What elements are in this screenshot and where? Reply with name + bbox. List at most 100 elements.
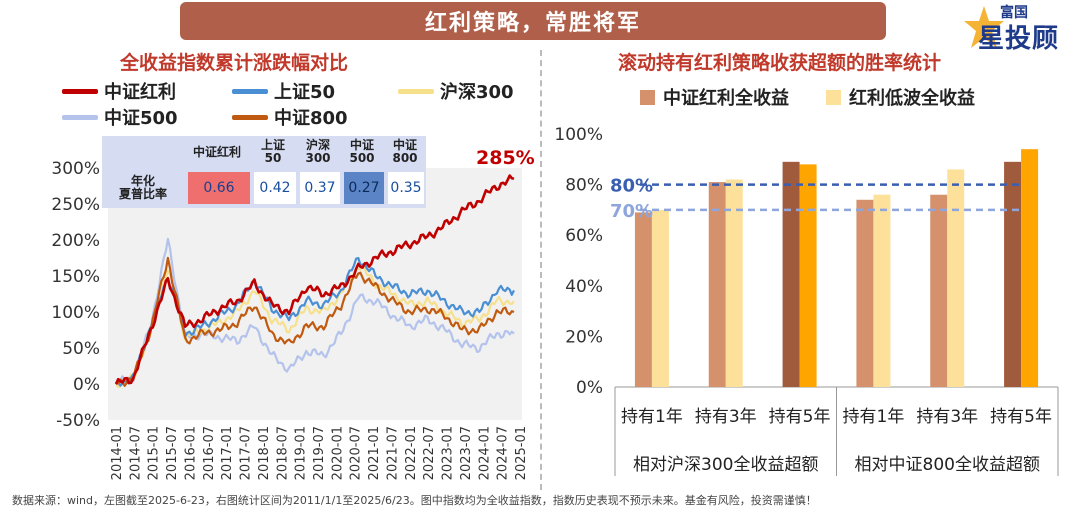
legend-swatch — [62, 114, 98, 120]
legend-label: 中证800 — [274, 108, 348, 129]
bar-category-label: 持有1年 — [621, 407, 683, 427]
y-tick-label: 250% — [51, 195, 100, 215]
legend-label: 上证50 — [274, 82, 336, 103]
bar-y-tick-label: 0% — [576, 378, 603, 398]
y-tick-label: -50% — [56, 411, 100, 431]
bar-y-tick-label: 100% — [554, 125, 603, 145]
bar-csi-dividend — [930, 194, 948, 387]
table-header-cell: 中证 800 — [392, 138, 418, 165]
x-tick-label: 2024-01 — [477, 426, 492, 480]
x-tick-label: 2014-01 — [110, 426, 125, 480]
bar-plot-area — [615, 134, 1058, 387]
series-line-0 — [114, 174, 515, 385]
bar-dividend-lowvol — [947, 169, 965, 387]
x-tick-label: 2018-07 — [275, 426, 290, 480]
bar-csi-dividend — [634, 212, 652, 387]
left-chart-title: 全收益指数累计涨跌幅对比 — [120, 52, 349, 74]
x-tick-label: 2021-07 — [385, 426, 400, 480]
series-line-4 — [115, 256, 515, 387]
x-tick-label: 2019-01 — [294, 426, 309, 480]
x-tick-label: 2022-07 — [422, 426, 437, 480]
legend-item-csi300: 沪深300 — [398, 78, 514, 104]
legend-swatch — [640, 89, 655, 105]
sharpe-ratio-table: 年化 夏普比率 中证红利 上证 50 沪深 300 中证 500 中证 800 … — [102, 136, 426, 208]
table-header-cell: 中证红利 — [192, 144, 241, 159]
bar-dividend-lowvol — [799, 164, 817, 387]
bar-dividend-lowvol — [873, 194, 891, 387]
legend-label: 中证500 — [104, 108, 178, 129]
x-tick-label: 2025-01 — [514, 426, 529, 480]
bar-group-label: 相对中证800全收益超额 — [855, 455, 1040, 475]
footnote: 数据来源：wind，左图截至2025-6-23，右图统计区间为2011/1/1至… — [12, 494, 817, 507]
y-tick-label: 100% — [51, 303, 100, 323]
table-value-cell: 0.66 — [188, 172, 250, 204]
legend-item-csi800: 中证800 — [232, 104, 348, 130]
reference-line-label: 80% — [610, 176, 653, 197]
legend-item-csi500: 中证500 — [62, 104, 178, 130]
brand-logo: 富国 星投顾 — [960, 0, 1072, 56]
legend-item-dividend-lowvol-tr: 红利低波全收益 — [826, 84, 975, 110]
x-tick-label: 2024-07 — [496, 426, 511, 480]
panel-divider — [540, 50, 542, 490]
bar-category-label: 持有1年 — [843, 407, 905, 427]
bar-group-label: 相对沪深300全收益超额 — [633, 455, 818, 475]
legend-item-sse50: 上证50 — [232, 78, 335, 104]
bar-y-tick-label: 60% — [565, 226, 603, 246]
bar-csi-dividend — [708, 182, 726, 387]
legend-swatch — [62, 88, 98, 94]
table-header-cell: 中证 500 — [349, 138, 375, 165]
x-tick-label: 2016-07 — [202, 426, 217, 480]
table-value-cell: 0.37 — [300, 172, 340, 204]
x-tick-label: 2021-01 — [367, 426, 382, 480]
bar-csi-dividend — [856, 199, 874, 387]
bar-dividend-lowvol — [725, 179, 743, 387]
x-tick-label: 2020-01 — [330, 426, 345, 480]
y-tick-label: 50% — [62, 339, 100, 359]
x-tick-label: 2023-07 — [459, 426, 474, 480]
legend-label: 中证红利全收益 — [663, 88, 789, 109]
bar-y-tick-label: 20% — [565, 327, 603, 347]
table-header-cell: 沪深 300 — [305, 138, 331, 165]
x-tick-label: 2018-01 — [257, 426, 272, 480]
legend-swatch — [826, 89, 841, 105]
y-tick-label: 200% — [51, 231, 100, 251]
bar-csi-dividend — [782, 161, 800, 387]
legend-swatch — [232, 88, 268, 94]
bar-category-label: 持有3年 — [695, 407, 757, 427]
table-value-cell: 0.35 — [388, 172, 424, 204]
table-header-cell: 上证 50 — [260, 138, 285, 165]
x-tick-label: 2017-07 — [239, 426, 254, 480]
brand-main-text: 星投顾 — [978, 24, 1060, 54]
table-value-cell: 0.42 — [254, 172, 296, 204]
bar-dividend-lowvol — [651, 209, 669, 387]
bar-csi-dividend — [1004, 161, 1022, 387]
bar-dividend-lowvol — [1021, 149, 1039, 387]
x-tick-label: 2015-01 — [147, 426, 162, 480]
legend-item-csi-dividend: 中证红利 — [62, 78, 176, 104]
cumulative-return-line-chart: 300% 250% 200% 150% 100% 50% 0% -50% 2014-01 2014… — [51, 147, 535, 480]
bar-category-label: 持有3年 — [916, 407, 978, 427]
y-tick-label: 150% — [51, 267, 100, 287]
x-tick-label: 2014-07 — [128, 426, 143, 480]
bar-y-tick-label: 40% — [565, 277, 603, 297]
bar-category-label: 持有5年 — [990, 407, 1052, 427]
table-value-cell: 0.27 — [344, 172, 384, 204]
peak-annotation: 285% — [476, 147, 535, 169]
legend-label: 沪深300 — [440, 82, 514, 103]
right-chart-title: 滚动持有红利策略收获超额的胜率统计 — [618, 52, 942, 74]
bar-category-label: 持有5年 — [769, 407, 831, 427]
x-tick-label: 2023-01 — [441, 426, 456, 480]
legend-swatch — [398, 88, 434, 94]
reference-line-label: 70% — [610, 201, 653, 222]
x-tick-label: 2022-01 — [404, 426, 419, 480]
y-tick-label: 0% — [73, 375, 100, 395]
x-tick-label: 2016-01 — [183, 426, 198, 480]
legend-item-csi-dividend-tr: 中证红利全收益 — [640, 84, 789, 110]
legend-swatch — [232, 114, 268, 120]
star-icon — [964, 6, 1004, 48]
x-tick-label: 2015-07 — [165, 426, 180, 480]
legend-label: 中证红利 — [104, 82, 176, 103]
x-tick-label: 2020-07 — [349, 426, 364, 480]
bar-y-tick-label: 80% — [565, 176, 603, 196]
x-tick-label: 2019-07 — [312, 426, 327, 480]
